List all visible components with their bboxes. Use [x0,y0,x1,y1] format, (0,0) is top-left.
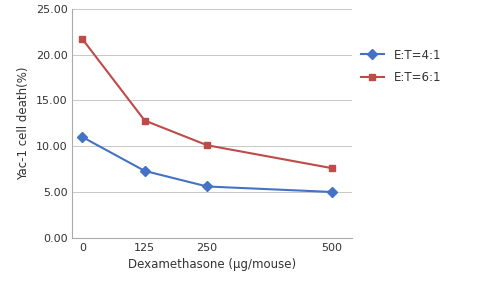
Line: E:T=6:1: E:T=6:1 [79,35,335,172]
E:T=4:1 [329,190,335,194]
Legend: E:T=4:1, E:T=6:1: E:T=4:1, E:T=6:1 [361,49,441,84]
E:T=4:1 [80,135,85,139]
E:T=4:1 [204,185,210,188]
E:T=6:1 [204,144,210,147]
E:T=4:1 [142,169,147,173]
E:T=6:1 [142,119,147,122]
Y-axis label: Yac-1 cell death(%): Yac-1 cell death(%) [17,66,30,180]
E:T=6:1 [80,37,85,41]
Line: E:T=4:1: E:T=4:1 [79,133,335,195]
X-axis label: Dexamethasone (μg/mouse): Dexamethasone (μg/mouse) [128,258,296,271]
E:T=6:1 [329,166,335,170]
